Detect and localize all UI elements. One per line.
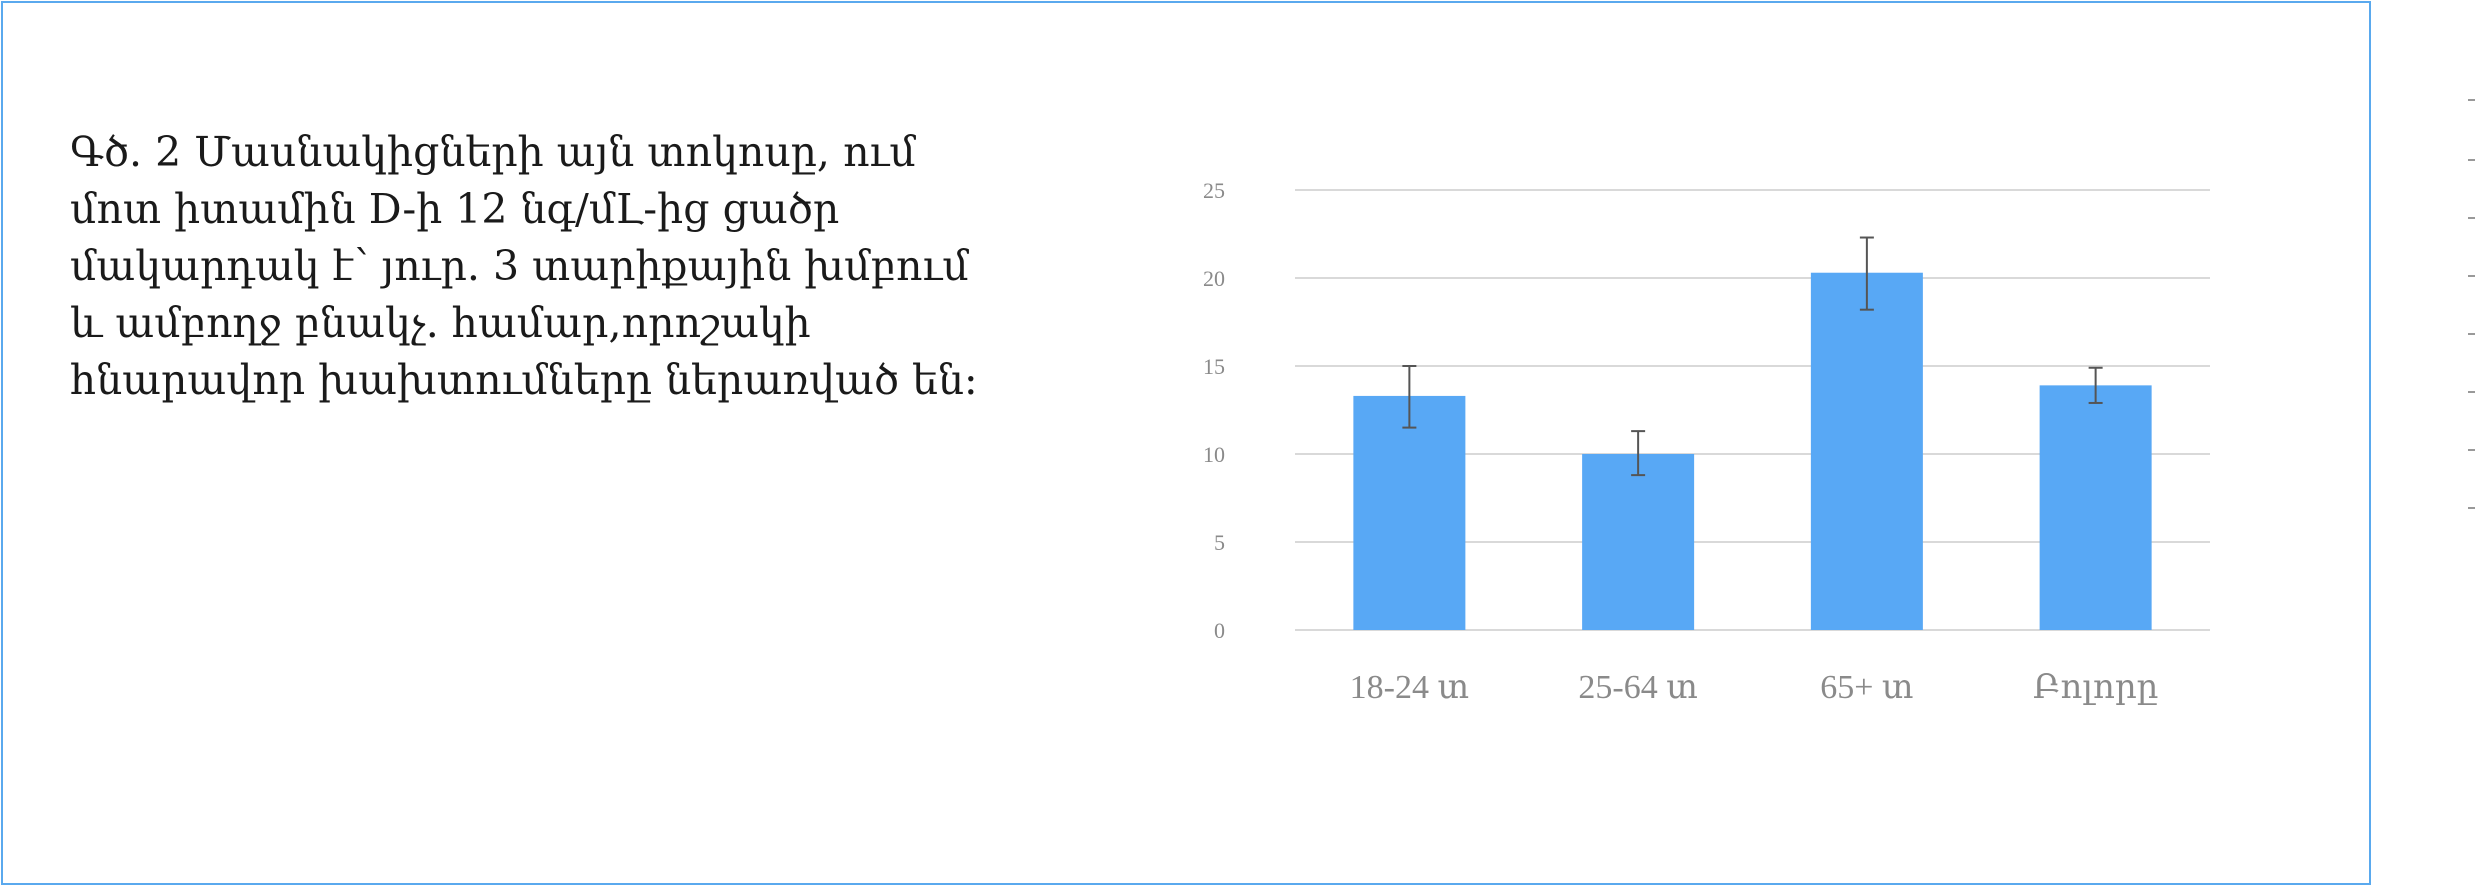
bar-chart: 0 5 10 15 20 25 18-24 տ 25-64 տ 65+ տ Բոլորը (1203, 178, 2210, 706)
error-bars (1402, 236, 2103, 477)
bar (1582, 454, 1695, 630)
figure-caption: Գծ. 2 Մասնակիցների այն տոկոսը, ում մոտ ի… (70, 128, 978, 404)
slide-frame (1, 1, 2371, 885)
x-tick-label: 18-24 տ (1350, 669, 1469, 706)
bar (2039, 385, 2152, 630)
y-tick-label: 20 (1203, 266, 1225, 291)
y-tick-label: 10 (1203, 442, 1225, 467)
bars (1353, 272, 2152, 630)
bar (1353, 395, 1466, 630)
y-tick-label: 25 (1203, 178, 1225, 203)
y-axis-ticks: 0 5 10 15 20 25 (1203, 178, 1225, 643)
x-tick-label: Բոլորը (2033, 669, 2159, 706)
y-tick-label: 5 (1214, 530, 1225, 555)
x-tick-label: 65+ տ (1820, 669, 1913, 706)
edge-marks (2468, 99, 2475, 509)
y-tick-label: 0 (1214, 618, 1225, 643)
x-axis-labels: 18-24 տ 25-64 տ 65+ տ Բոլորը (1350, 669, 2159, 706)
x-tick-label: 25-64 տ (1578, 669, 1697, 706)
bar (1810, 272, 1923, 630)
y-tick-label: 15 (1203, 354, 1225, 379)
